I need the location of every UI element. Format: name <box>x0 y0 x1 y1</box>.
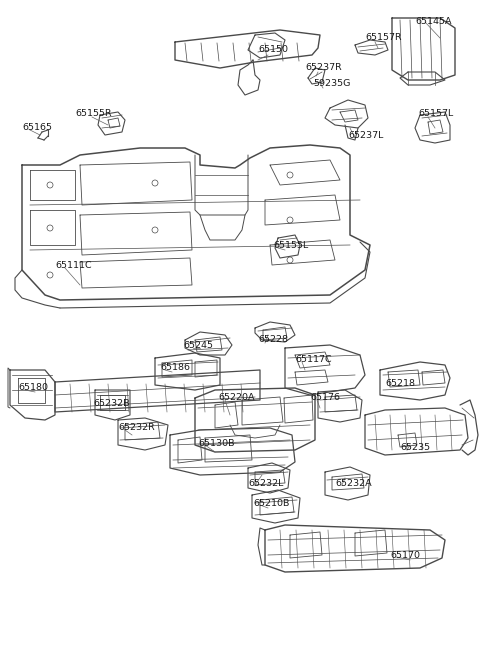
Text: 65237R: 65237R <box>305 64 342 73</box>
Text: 65232B: 65232B <box>93 398 130 407</box>
Text: 65145A: 65145A <box>415 18 452 26</box>
Text: 65245: 65245 <box>183 341 213 350</box>
Text: 65155R: 65155R <box>75 109 112 117</box>
Text: 65157L: 65157L <box>418 109 453 117</box>
Text: 65111C: 65111C <box>55 261 92 269</box>
Text: 65157R: 65157R <box>365 33 402 43</box>
Text: 65232A: 65232A <box>335 479 372 487</box>
Text: 65180: 65180 <box>18 383 48 392</box>
Text: 65170: 65170 <box>390 550 420 559</box>
Text: 65232R: 65232R <box>118 424 155 432</box>
Text: 65218: 65218 <box>385 379 415 388</box>
Text: 65155L: 65155L <box>273 240 308 250</box>
Text: 65150: 65150 <box>258 45 288 54</box>
Text: 65210B: 65210B <box>253 498 289 508</box>
Text: 59235G: 59235G <box>313 79 350 88</box>
Text: 65232L: 65232L <box>248 479 283 487</box>
Text: 65165: 65165 <box>22 124 52 132</box>
Text: 65176: 65176 <box>310 394 340 403</box>
Text: 65237L: 65237L <box>348 130 384 140</box>
Text: 65117C: 65117C <box>295 356 332 364</box>
Text: 65228: 65228 <box>258 335 288 345</box>
Text: 65220A: 65220A <box>218 394 254 403</box>
Text: 65186: 65186 <box>160 364 190 373</box>
Text: 65235: 65235 <box>400 443 430 453</box>
Text: 65130B: 65130B <box>198 438 235 447</box>
